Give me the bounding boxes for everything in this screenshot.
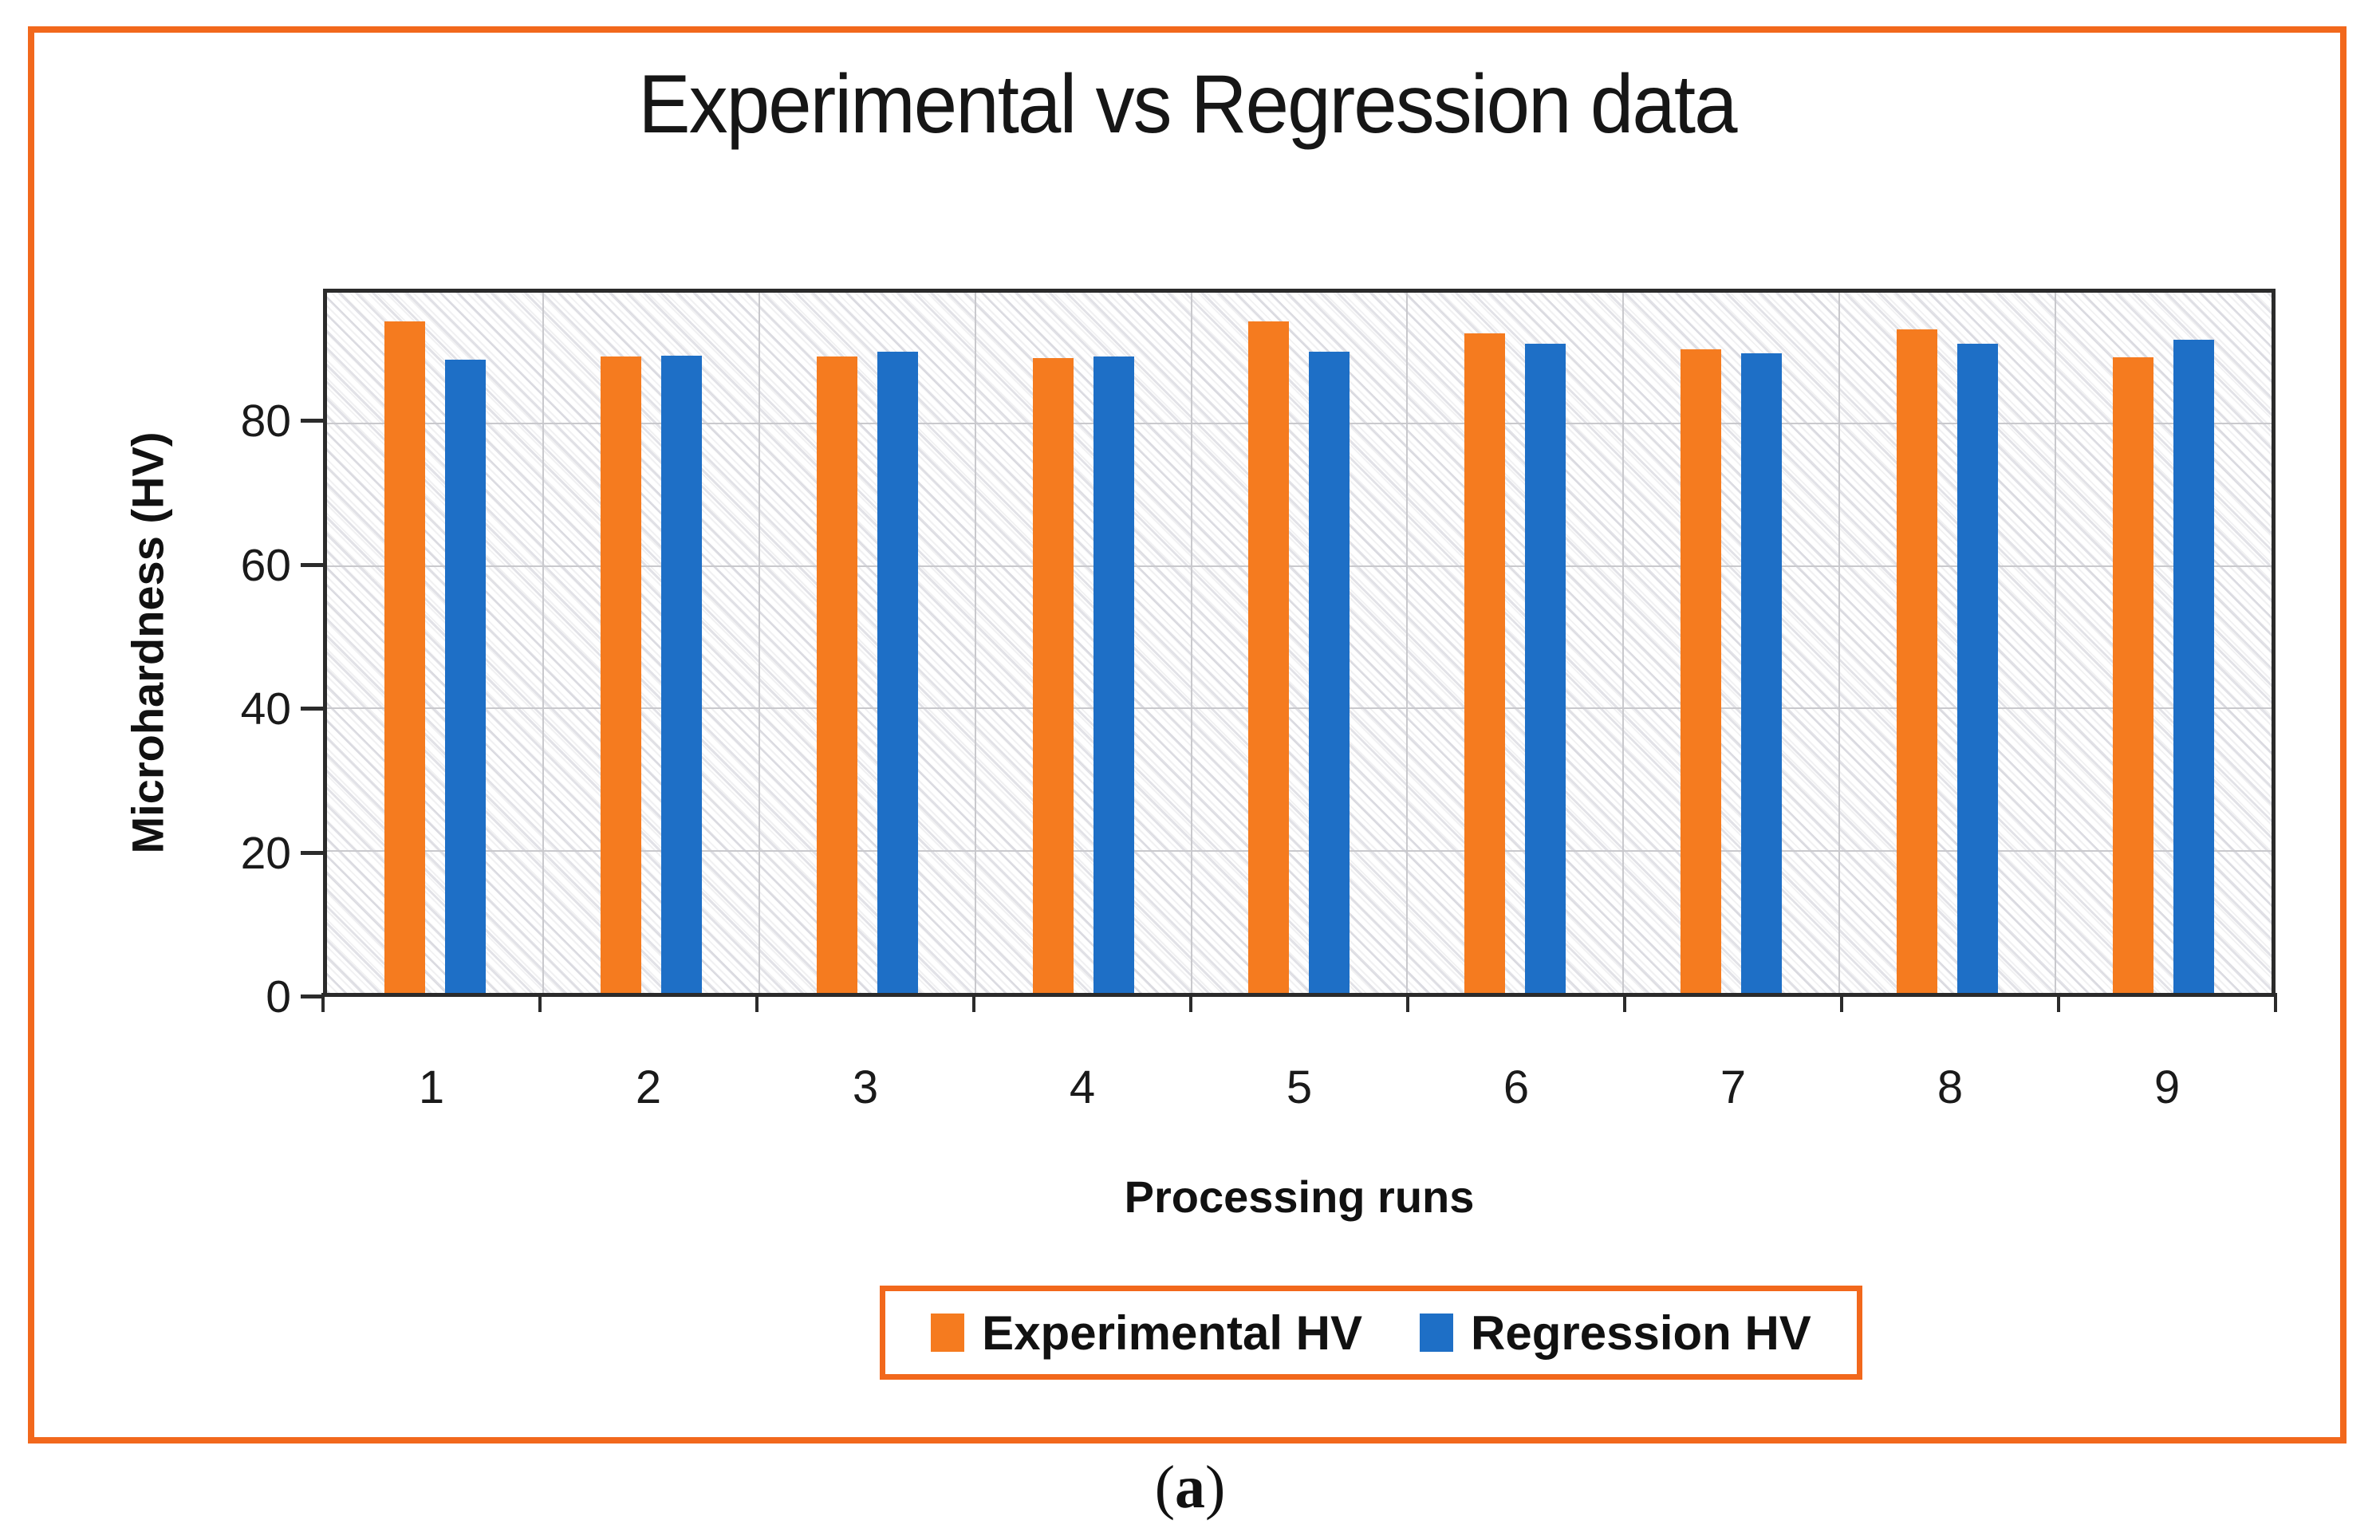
x-axis-title: Processing runs [1124, 1172, 1475, 1222]
y-tick-mark [301, 850, 323, 855]
x-tick-mark [321, 993, 325, 1012]
y-tick-label: 80 [240, 396, 291, 447]
bar-regression-hv-run-7 [1741, 353, 1783, 993]
legend-label: Regression HV [1471, 1306, 1811, 1360]
bar-experimental-hv-run-6 [1464, 333, 1506, 993]
bar-regression-hv-run-4 [1093, 356, 1134, 993]
bar-group-run-9 [2055, 293, 2272, 993]
vertical-gridline [1622, 293, 1625, 993]
x-tick-mark [1622, 993, 1626, 1012]
x-tick-label-2: 2 [635, 1061, 662, 1113]
bar-regression-hv-run-9 [2173, 339, 2215, 993]
x-tick-label-3: 3 [852, 1061, 879, 1113]
bar-experimental-hv-run-8 [1897, 329, 1938, 993]
chart-title: Experimental vs Regression data [638, 58, 1737, 151]
x-axis-tick-labels: 1 2 3 4 5 6 7 8 9 [323, 1061, 2276, 1124]
vertical-gridline [758, 293, 760, 993]
x-tick-label-9: 9 [2153, 1061, 2181, 1113]
bar-group-run-5 [1192, 293, 1408, 993]
bar-group-run-2 [543, 293, 759, 993]
caption-letter: a [1175, 1454, 1205, 1521]
x-tick-label-4: 4 [1069, 1061, 1096, 1113]
y-tick-mark [301, 995, 323, 998]
horizontal-gridline [327, 423, 2272, 425]
horizontal-gridline [327, 707, 2272, 710]
x-tick-mark [538, 993, 542, 1012]
figure-caption: (a) [0, 1453, 2380, 1522]
bar-experimental-hv-run-9 [2113, 357, 2154, 993]
bar-experimental-hv-run-7 [1681, 349, 1722, 993]
caption-close-paren: ) [1205, 1454, 1226, 1521]
bar-experimental-hv-run-2 [600, 356, 641, 993]
x-tick-label-6: 6 [1503, 1061, 1530, 1113]
legend-item-regression-hv: Regression HV [1420, 1306, 1811, 1361]
bar-experimental-hv-run-5 [1248, 321, 1290, 993]
legend-swatch [1420, 1314, 1454, 1352]
vertical-gridline [1838, 293, 1841, 993]
bar-regression-hv-run-8 [1957, 344, 1999, 993]
bar-regression-hv-run-6 [1525, 344, 1566, 993]
bar-experimental-hv-run-4 [1032, 358, 1074, 993]
y-tick-label: 0 [266, 971, 291, 1022]
x-tick-mark [2274, 993, 2277, 1012]
vertical-gridline [974, 293, 976, 993]
bar-group-run-4 [975, 293, 1192, 993]
bar-group-run-3 [759, 293, 975, 993]
x-tick-label-5: 5 [1286, 1061, 1313, 1113]
x-tick-label-8: 8 [1937, 1061, 1964, 1113]
x-tick-mark [971, 993, 975, 1012]
caption-open-paren: ( [1154, 1454, 1175, 1521]
bar-group-run-7 [1623, 293, 1839, 993]
y-tick-mark [301, 419, 323, 423]
x-tick-label-1: 1 [418, 1061, 445, 1113]
y-tick-mark [301, 562, 323, 567]
bar-group-run-1 [327, 293, 543, 993]
y-tick-label: 20 [240, 827, 291, 879]
bar-regression-hv-run-1 [444, 359, 486, 993]
bar-experimental-hv-run-3 [816, 356, 857, 993]
x-axis-tick-marks [321, 993, 2277, 1012]
vertical-gridline [2055, 293, 2057, 993]
bar-regression-hv-run-5 [1309, 352, 1350, 993]
vertical-gridline [1190, 293, 1192, 993]
y-tick-label: 60 [240, 539, 291, 591]
vertical-gridline [1406, 293, 1409, 993]
y-axis-tick-labels: 0 20 40 60 80 [128, 289, 291, 1022]
legend-item-experimental-hv: Experimental HV [931, 1306, 1362, 1361]
y-tick-label: 40 [240, 683, 291, 735]
bar-group-run-8 [1839, 293, 2055, 993]
bar-regression-hv-run-3 [877, 352, 918, 993]
x-tick-label-7: 7 [1720, 1061, 1747, 1113]
plot-area [323, 289, 2276, 997]
y-axis-tick-marks [301, 289, 323, 998]
legend: Experimental HV Regression HV [880, 1286, 1862, 1380]
y-tick-mark [301, 707, 323, 711]
horizontal-gridline [327, 849, 2272, 852]
bar-experimental-hv-run-1 [384, 321, 425, 993]
bar-group-run-6 [1407, 293, 1623, 993]
x-tick-mark [1406, 993, 1409, 1012]
x-tick-mark [1840, 993, 1843, 1012]
horizontal-gridline [327, 565, 2272, 567]
legend-swatch [931, 1314, 965, 1352]
x-tick-mark [1188, 993, 1192, 1012]
legend-label: Experimental HV [982, 1306, 1363, 1360]
x-tick-mark [2056, 993, 2060, 1012]
x-tick-mark [755, 993, 759, 1012]
bar-regression-hv-run-2 [660, 356, 702, 993]
vertical-gridline [542, 293, 544, 993]
